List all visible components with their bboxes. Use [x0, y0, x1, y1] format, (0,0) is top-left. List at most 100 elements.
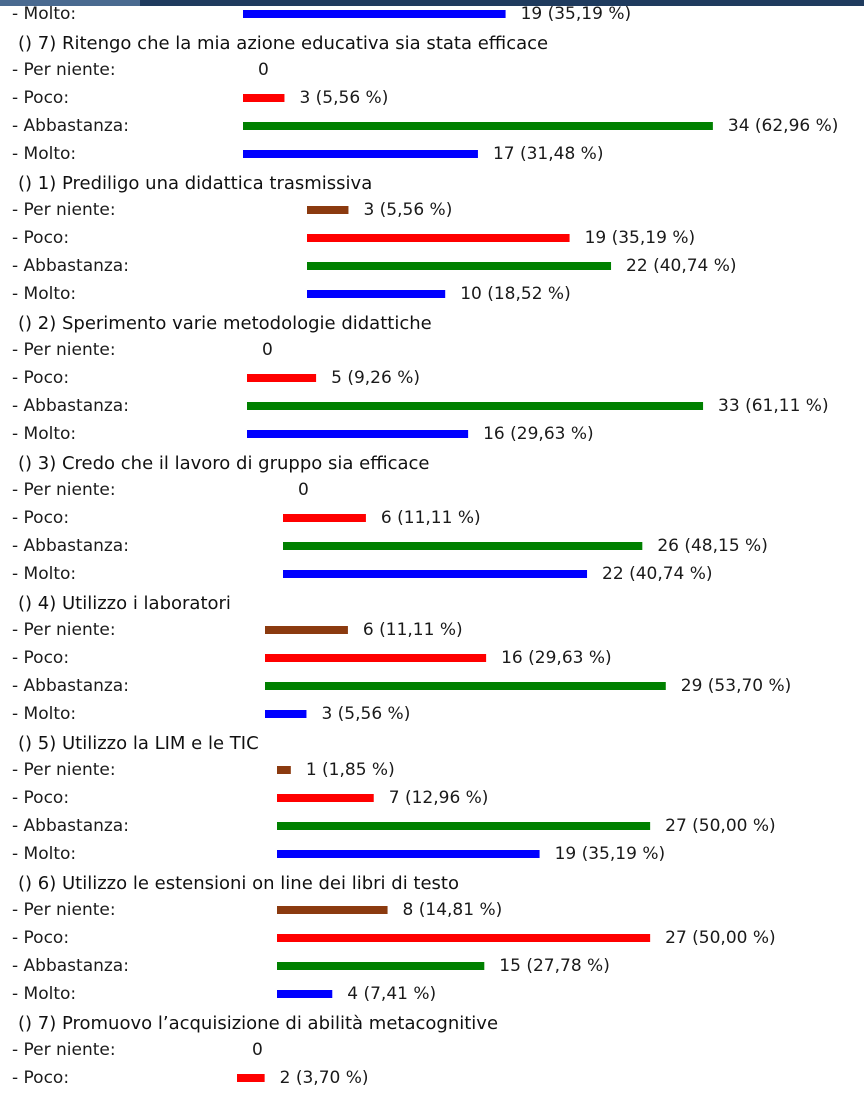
answer-label: - Poco:: [12, 508, 69, 528]
top-strip-highlight: [0, 0, 140, 6]
bar: [265, 710, 307, 718]
answer-label: - Molto:: [12, 424, 76, 444]
answer-label: - Poco:: [12, 88, 69, 108]
answer-label: - Molto:: [12, 284, 76, 304]
value-label: 0: [298, 480, 309, 500]
question-title: () 7) Ritengo che la mia azione educativ…: [18, 33, 548, 54]
value-label: 3 (5,56 %): [363, 200, 452, 220]
top-strip: [0, 0, 864, 6]
value-label: 15 (27,78 %): [499, 956, 610, 976]
question-title: () 5) Utilizzo la LIM e le TIC: [18, 733, 259, 754]
value-label: 3 (5,56 %): [299, 88, 388, 108]
answer-label: - Per niente:: [12, 1040, 116, 1060]
bar: [283, 570, 588, 578]
bar: [307, 290, 446, 298]
answer-label: - Molto:: [12, 4, 76, 24]
value-label: 26 (48,15 %): [657, 536, 768, 556]
answer-label: - Molto:: [12, 844, 76, 864]
bar: [237, 1074, 265, 1082]
bar: [277, 850, 540, 858]
answer-label: - Per niente:: [12, 480, 116, 500]
value-label: 5 (9,26 %): [331, 368, 420, 388]
answer-label: - Poco:: [12, 368, 69, 388]
answer-label: - Poco:: [12, 928, 69, 948]
bar: [277, 822, 651, 830]
answer-label: - Abbastanza:: [12, 256, 129, 276]
answer-label: - Poco:: [12, 228, 69, 248]
answer-label: - Poco:: [12, 788, 69, 808]
bar: [307, 234, 570, 242]
answer-label: - Poco:: [12, 648, 69, 668]
bar: [277, 766, 291, 774]
answer-label: - Molto:: [12, 144, 76, 164]
bar: [265, 654, 487, 662]
bar: [247, 402, 704, 410]
value-label: 34 (62,96 %): [728, 116, 839, 136]
value-label: 0: [258, 60, 269, 80]
bar: [243, 94, 285, 102]
answer-label: - Abbastanza:: [12, 676, 129, 696]
question-title: () 3) Credo che il lavoro di gruppo sia …: [18, 453, 430, 474]
answer-label: - Per niente:: [12, 60, 116, 80]
value-label: 19 (35,19 %): [555, 844, 666, 864]
bar: [283, 542, 643, 550]
question-title: () 1) Prediligo una didattica trasmissiv…: [18, 173, 372, 194]
value-label: 16 (29,63 %): [483, 424, 594, 444]
value-label: 19 (35,19 %): [585, 228, 696, 248]
value-label: 29 (53,70 %): [681, 676, 792, 696]
bar: [265, 682, 666, 690]
bar: [307, 262, 612, 270]
answer-label: - Abbastanza:: [12, 956, 129, 976]
value-label: 22 (40,74 %): [602, 564, 713, 584]
bar: [283, 514, 366, 522]
bar: [243, 150, 478, 158]
bar: [277, 962, 485, 970]
answer-label: - Per niente:: [12, 620, 116, 640]
value-label: 3 (5,56 %): [321, 704, 410, 724]
question-title: () 4) Utilizzo i laboratori: [18, 593, 231, 614]
value-label: 6 (11,11 %): [363, 620, 463, 640]
value-label: 2 (3,70 %): [280, 1068, 369, 1088]
value-label: 27 (50,00 %): [665, 816, 776, 836]
bar: [243, 122, 713, 130]
value-label: 10 (18,52 %): [460, 284, 571, 304]
bar: [243, 10, 506, 18]
value-label: 27 (50,00 %): [665, 928, 776, 948]
bar: [265, 626, 348, 634]
value-label: 33 (61,11 %): [718, 396, 829, 416]
value-label: 6 (11,11 %): [381, 508, 481, 528]
value-label: 1 (1,85 %): [306, 760, 395, 780]
value-label: 17 (31,48 %): [493, 144, 604, 164]
answer-label: - Molto:: [12, 564, 76, 584]
question-title: () 2) Sperimento varie metodologie didat…: [18, 313, 432, 334]
bar: [277, 990, 333, 998]
value-label: 22 (40,74 %): [626, 256, 737, 276]
answer-label: - Poco:: [12, 1068, 69, 1088]
value-label: 4 (7,41 %): [347, 984, 436, 1004]
answer-label: - Per niente:: [12, 340, 116, 360]
value-label: 8 (14,81 %): [403, 900, 503, 920]
answer-label: - Molto:: [12, 984, 76, 1004]
answer-label: - Molto:: [12, 704, 76, 724]
question-title: () 6) Utilizzo le estensioni on line dei…: [18, 873, 459, 894]
value-label: 7 (12,96 %): [389, 788, 489, 808]
bar: [307, 206, 349, 214]
bar: [277, 794, 374, 802]
bar: [247, 430, 469, 438]
value-label: 0: [252, 1040, 263, 1060]
question-title: () 7) Promuovo l’acquisizione di abilità…: [18, 1013, 498, 1034]
bar: [277, 934, 651, 942]
bar: [277, 906, 388, 914]
bar: [247, 374, 317, 382]
value-label: 19 (35,19 %): [521, 4, 632, 24]
answer-label: - Per niente:: [12, 200, 116, 220]
value-label: 16 (29,63 %): [501, 648, 612, 668]
answer-label: - Abbastanza:: [12, 116, 129, 136]
answer-label: - Per niente:: [12, 760, 116, 780]
answer-label: - Abbastanza:: [12, 536, 129, 556]
value-label: 0: [262, 340, 273, 360]
answer-label: - Per niente:: [12, 900, 116, 920]
answer-label: - Abbastanza:: [12, 396, 129, 416]
answer-label: - Abbastanza:: [12, 816, 129, 836]
